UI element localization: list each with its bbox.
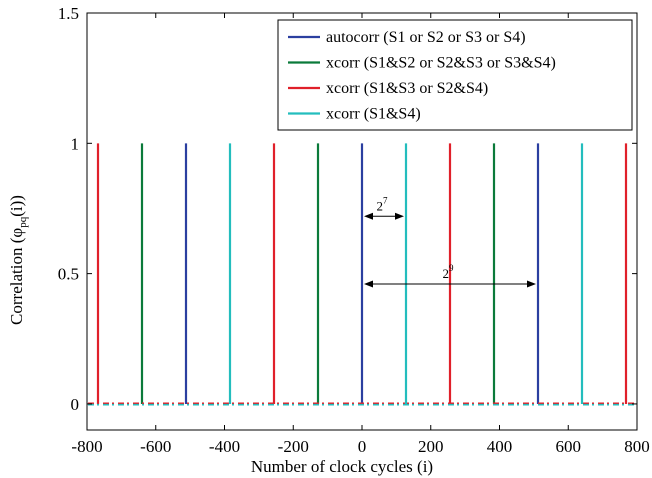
annotation-label: 27 (377, 195, 389, 213)
x-tick-label: -200 (278, 437, 309, 456)
series-3 (88, 143, 636, 405)
x-axis-title: Number of clock cycles (i) (251, 457, 433, 476)
series-1 (88, 143, 636, 405)
x-tick-label: 200 (418, 437, 444, 456)
annotation-2: 29 (364, 263, 536, 288)
y-axis-title-main: Correlation (φ (7, 228, 26, 325)
annotation-layer: 27 29 (364, 195, 536, 288)
y-tick-label: 1.5 (58, 4, 79, 23)
legend-item: xcorr (S1&S2 or S2&S3 or S3&S4) (288, 55, 556, 72)
annotation-label: 29 (443, 263, 455, 281)
annotation-arrow-head-right (527, 280, 536, 288)
annotation-arrow-head-left (364, 212, 373, 220)
svg-text:Correlation (φpq(i)): Correlation (φpq(i)) (7, 195, 29, 325)
y-axis-title-subscript: pq (17, 216, 29, 228)
annotation-arrow-head-left (364, 280, 373, 288)
x-tick-label: 600 (556, 437, 582, 456)
x-tick-label: 0 (358, 437, 367, 456)
annotation-1: 27 (364, 195, 404, 220)
tick-layer: -800 -600 -400 -200 0 200 400 600 800 0 0.5 1 1.5 (58, 4, 650, 456)
legend-label: xcorr (S1&S2 or S2&S3 or S3&S4) (326, 55, 556, 72)
legend-item: xcorr (S1&S4) (288, 106, 421, 123)
x-tick-label: -800 (71, 437, 102, 456)
x-tick-label: -600 (140, 437, 171, 456)
series-4 (88, 143, 636, 406)
x-tick-label: -400 (209, 437, 240, 456)
y-tick-label: 0 (71, 395, 80, 414)
x-tick-label: 400 (487, 437, 513, 456)
legend-item: xcorr (S1&S3 or S2&S4) (288, 80, 488, 97)
y-axis-title-tail: (i)) (7, 195, 26, 217)
y-axis-title: Correlation (φpq(i)) (7, 195, 29, 325)
legend-item: autocorr (S1 or S2 or S3 or S4) (288, 29, 526, 46)
y-tick-label: 1 (71, 134, 80, 153)
annotation-arrow-head-right (395, 212, 404, 220)
x-tick-label: 800 (624, 437, 650, 456)
legend-label: xcorr (S1&S4) (326, 106, 421, 123)
legend-label: autocorr (S1 or S2 or S3 or S4) (326, 29, 526, 46)
legend-label: xcorr (S1&S3 or S2&S4) (326, 80, 488, 97)
y-tick-label: 0.5 (58, 265, 79, 284)
series-layer (88, 143, 636, 406)
legend-box (277, 19, 633, 131)
legend: autocorr (S1 or S2 or S3 or S4) xcorr (S1… (277, 19, 633, 131)
